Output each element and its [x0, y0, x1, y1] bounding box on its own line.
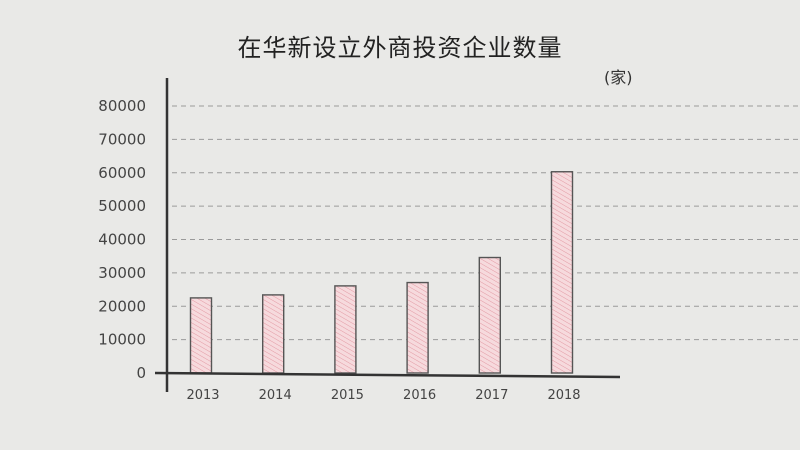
- bar: [262, 294, 285, 374]
- chart-title: 在华新设立外商投资企业数量: [237, 34, 563, 62]
- x-tick-label: 2013: [186, 388, 219, 403]
- x-tick-label: 2015: [331, 388, 364, 403]
- x-tick-label: 2014: [259, 388, 292, 403]
- y-tick-label: 0: [136, 364, 146, 382]
- x-axis: [154, 371, 621, 379]
- x-tick-label: 2016: [403, 388, 436, 403]
- bar: [189, 297, 213, 374]
- y-tick-label: 80000: [98, 97, 146, 115]
- bar: [406, 281, 429, 374]
- y-tick-label: 40000: [98, 231, 146, 249]
- y-tick-label: 60000: [98, 164, 146, 182]
- y-tick-label: 10000: [98, 331, 146, 349]
- y-tick-label: 20000: [98, 297, 146, 315]
- bar: [550, 171, 574, 374]
- x-tick-label: 2018: [547, 388, 580, 403]
- bar: [334, 285, 357, 374]
- unit-label: (家): [604, 68, 633, 87]
- y-tick-label: 50000: [98, 197, 146, 215]
- y-tick-label: 70000: [98, 130, 146, 148]
- bar: [478, 256, 501, 374]
- x-tick-label: 2017: [475, 388, 508, 403]
- y-tick-label: 30000: [98, 264, 146, 282]
